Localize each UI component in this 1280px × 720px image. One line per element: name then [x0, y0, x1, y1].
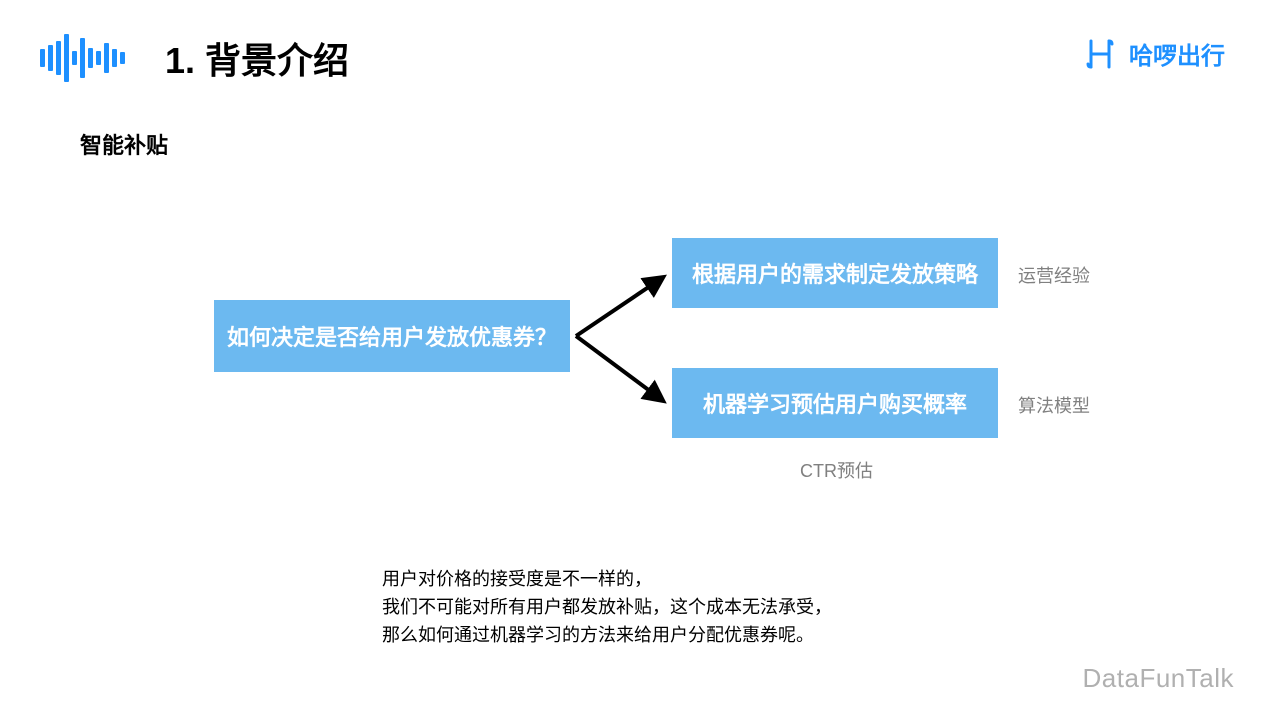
footer-line-3: 那么如何通过机器学习的方法来给用户分配优惠券呢。	[382, 622, 832, 650]
brand-text: 哈啰出行	[1129, 36, 1225, 71]
brand-logo-icon	[1085, 37, 1119, 71]
flow-target-box-1: 根据用户的需求制定发放策略	[672, 238, 998, 308]
diagram: 如何决定是否给用户发放优惠券？ 根据用户的需求制定发放策略 机器学习预估用户购买…	[214, 232, 1114, 472]
below-label: CTR预估	[800, 457, 873, 483]
subtitle: 智能补贴	[80, 128, 168, 160]
brand: 哈啰出行	[1085, 36, 1225, 71]
arrows-icon	[214, 232, 684, 452]
footer-line-2: 我们不可能对所有用户都发放补贴，这个成本无法承受，	[382, 594, 832, 622]
side-label-1: 运营经验	[1018, 262, 1090, 288]
slide-title: 1. 背景介绍	[165, 32, 349, 84]
watermark: DataFunTalk	[1083, 663, 1234, 694]
flow-target-box-2: 机器学习预估用户购买概率	[672, 368, 998, 438]
sound-bars-icon	[40, 34, 125, 82]
footer-line-1: 用户对价格的接受度是不一样的，	[382, 566, 832, 594]
footer-text: 用户对价格的接受度是不一样的， 我们不可能对所有用户都发放补贴，这个成本无法承受…	[382, 566, 832, 650]
side-label-2: 算法模型	[1018, 392, 1090, 418]
